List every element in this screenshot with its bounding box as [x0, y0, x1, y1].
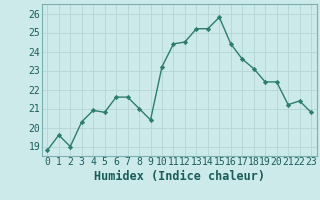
X-axis label: Humidex (Indice chaleur): Humidex (Indice chaleur) [94, 170, 265, 183]
